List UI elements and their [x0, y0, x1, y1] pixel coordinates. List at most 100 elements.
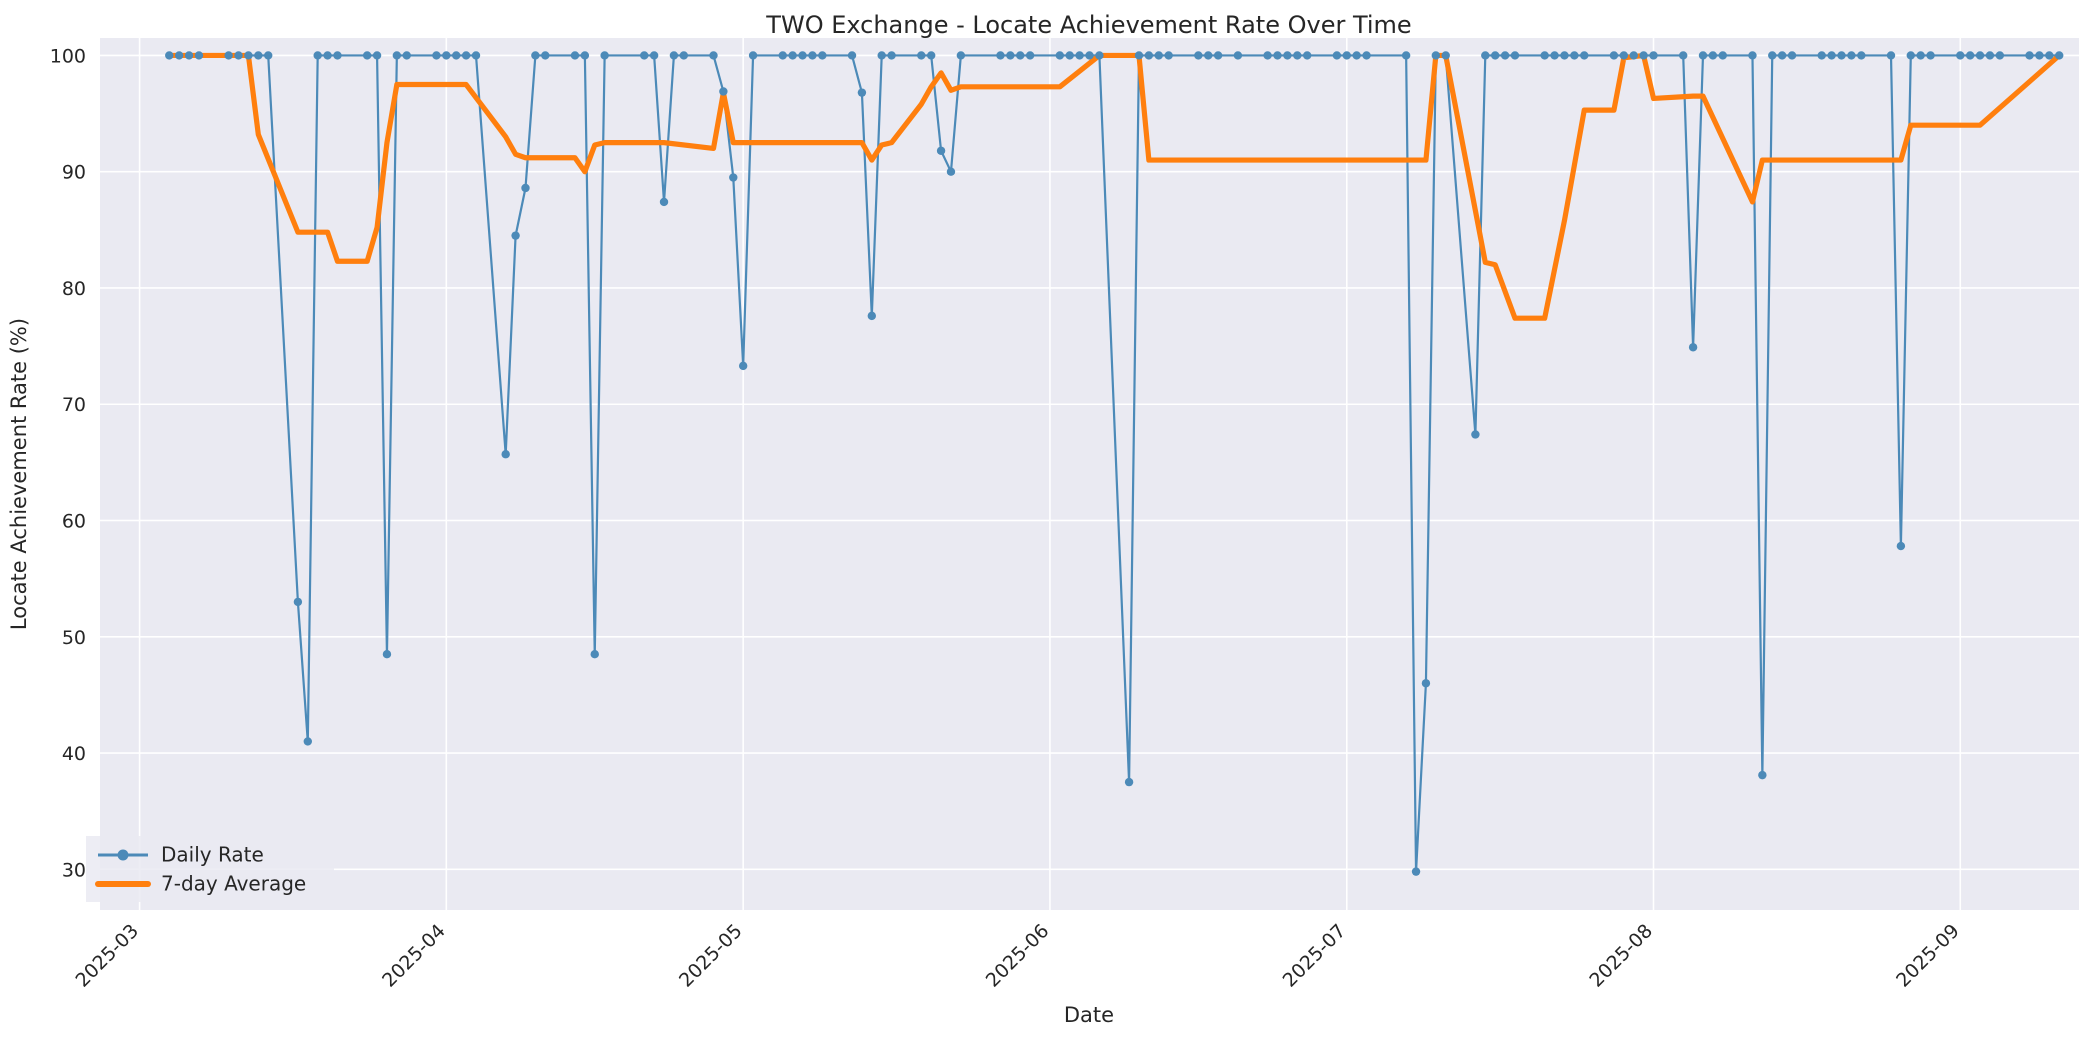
data-point-daily-rate	[1896, 541, 1906, 551]
data-point-daily-rate	[2035, 51, 2044, 60]
data-point-daily-rate	[1886, 51, 1896, 60]
data-point-daily-rate	[1718, 51, 1727, 60]
y-tick-label: 40	[62, 743, 86, 765]
data-point-daily-rate	[165, 51, 174, 60]
data-point-daily-rate	[244, 51, 253, 60]
data-point-daily-rate	[1352, 51, 1361, 60]
data-point-daily-rate	[798, 51, 807, 60]
x-gridlines	[138, 38, 1962, 910]
data-point-daily-rate	[847, 51, 857, 60]
data-point-daily-rate	[1233, 51, 1243, 60]
data-point-daily-rate	[1639, 51, 1648, 60]
data-point-daily-rate	[333, 51, 342, 60]
data-point-daily-rate	[640, 51, 649, 60]
data-point-daily-rate	[1016, 51, 1025, 60]
data-point-daily-rate	[1065, 51, 1074, 60]
data-point-daily-rate	[382, 650, 392, 659]
data-point-daily-rate	[541, 51, 550, 60]
legend-item-seven-day-average[interactable]: 7-day Average	[95, 872, 306, 896]
legend-item-daily-rate[interactable]: Daily Rate	[98, 843, 264, 867]
data-point-daily-rate	[1965, 51, 1975, 60]
data-point-daily-rate	[590, 650, 599, 659]
data-point-daily-rate	[1431, 51, 1441, 60]
data-point-daily-rate	[570, 51, 580, 60]
data-point-daily-rate	[1421, 679, 1431, 688]
data-point-daily-rate	[372, 51, 382, 60]
data-point-daily-rate	[392, 51, 402, 60]
data-point-daily-rate	[362, 51, 372, 60]
data-point-daily-rate	[1273, 51, 1282, 60]
data-point-daily-rate	[1144, 51, 1154, 60]
data-point-daily-rate	[1857, 51, 1866, 60]
data-point-daily-rate	[600, 51, 609, 60]
data-point-daily-rate	[877, 51, 886, 60]
data-point-daily-rate	[174, 51, 184, 60]
series-line-7-day-average	[166, 52, 2062, 321]
data-point-daily-rate	[1619, 51, 1629, 60]
data-point-daily-rate	[293, 597, 303, 607]
data-point-daily-rate	[511, 231, 520, 240]
data-point-daily-rate	[432, 51, 441, 60]
data-point-daily-rate	[1342, 51, 1351, 60]
data-point-daily-rate	[1688, 343, 1698, 352]
data-point-daily-rate	[748, 51, 758, 60]
data-point-daily-rate	[1708, 51, 1718, 60]
data-point-daily-rate	[1837, 51, 1846, 60]
data-point-daily-rate	[778, 51, 787, 60]
data-point-daily-rate	[1263, 51, 1272, 60]
data-point-daily-rate	[1768, 51, 1777, 60]
data-point-daily-rate	[264, 51, 273, 60]
data-point-daily-rate	[659, 197, 669, 207]
data-point-daily-rate	[1213, 51, 1223, 60]
data-point-daily-rate	[1302, 51, 1312, 60]
data-point-daily-rate	[1649, 51, 1658, 60]
data-point-daily-rate	[1510, 51, 1520, 60]
data-point-daily-rate	[738, 361, 748, 371]
data-point-daily-rate	[184, 51, 194, 60]
data-point-daily-rate	[1411, 867, 1421, 876]
data-point-daily-rate	[254, 51, 263, 60]
legend-marker-daily-rate	[117, 849, 129, 861]
data-point-daily-rate	[234, 51, 243, 60]
data-point-daily-rate	[1025, 51, 1035, 60]
data-point-daily-rate	[669, 51, 679, 60]
data-point-daily-rate	[1817, 51, 1826, 60]
data-point-daily-rate	[1095, 51, 1104, 60]
data-point-daily-rate	[1401, 51, 1411, 60]
data-point-daily-rate	[402, 51, 411, 60]
data-point-daily-rate	[303, 737, 312, 746]
y-axis-title: Locate Achievement Rate (%)	[7, 318, 31, 630]
y-tick-label: 70	[62, 394, 86, 416]
data-point-daily-rate	[1283, 51, 1292, 60]
data-point-daily-rate	[1006, 51, 1015, 60]
data-point-daily-rate	[501, 450, 510, 459]
data-point-daily-rate	[1164, 51, 1173, 60]
data-point-daily-rate	[1293, 51, 1302, 60]
legend-label-seven-day-average: 7-day Average	[161, 872, 306, 896]
data-point-daily-rate	[887, 51, 896, 60]
data-point-daily-rate	[1975, 51, 1985, 60]
data-point-daily-rate	[1956, 51, 1965, 60]
data-point-daily-rate	[1787, 51, 1797, 60]
data-point-daily-rate	[1085, 51, 1094, 60]
data-point-daily-rate	[461, 51, 471, 60]
data-point-daily-rate	[1827, 51, 1836, 60]
data-point-daily-rate	[1995, 51, 2005, 60]
data-point-daily-rate	[1134, 51, 1144, 60]
data-point-daily-rate	[452, 51, 461, 60]
data-point-daily-rate	[1906, 51, 1915, 60]
data-point-daily-rate	[442, 51, 451, 60]
data-point-daily-rate	[996, 51, 1005, 60]
data-point-daily-rate	[1055, 51, 1065, 60]
data-point-daily-rate	[1500, 51, 1510, 60]
data-point-daily-rate	[709, 51, 718, 60]
data-point-daily-rate	[719, 87, 728, 96]
data-point-daily-rate	[936, 146, 946, 155]
data-point-daily-rate	[1580, 51, 1589, 60]
chart-legend[interactable]: Daily Rate 7-day Average	[86, 836, 334, 902]
plot-area-background	[100, 38, 2079, 910]
data-point-daily-rate	[2045, 51, 2054, 60]
data-point-daily-rate	[1481, 51, 1490, 60]
